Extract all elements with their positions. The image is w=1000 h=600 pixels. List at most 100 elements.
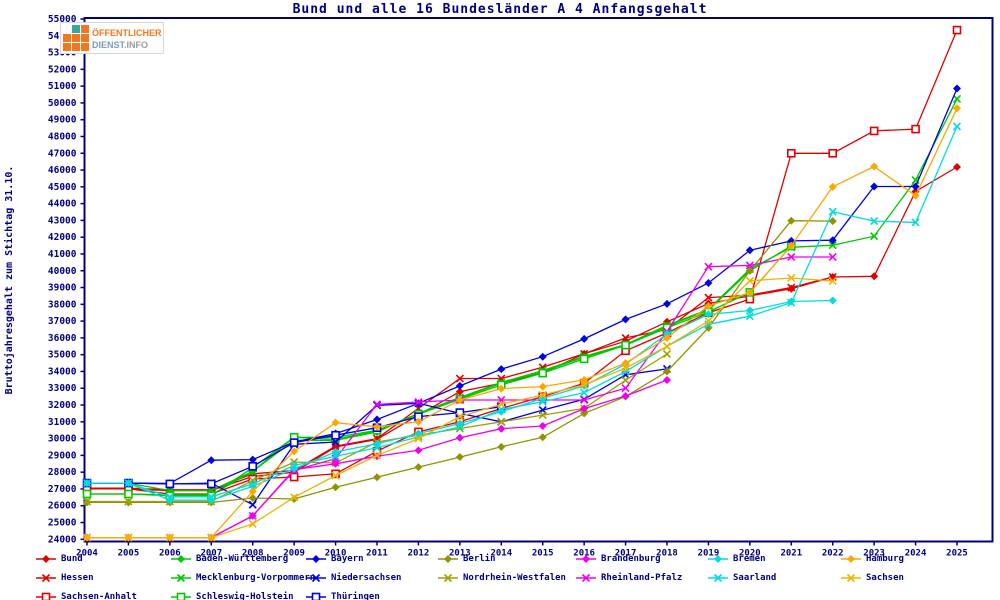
marker-x — [745, 312, 754, 321]
marker-square — [952, 25, 962, 35]
legend-x-marker — [311, 573, 321, 583]
marker-x — [455, 422, 464, 431]
marker-x — [580, 388, 589, 397]
marker-x — [621, 333, 630, 342]
legend-marker-icon — [708, 555, 728, 563]
marker-x — [787, 298, 796, 307]
legend-label: Niedersachsen — [331, 573, 402, 583]
y-tick-label: 38000 — [48, 299, 77, 310]
marker-diamond — [248, 455, 257, 464]
marker-x — [497, 400, 506, 409]
series-Saarland — [82, 122, 962, 501]
marker-diamond — [455, 433, 464, 442]
marker-diamond — [870, 162, 879, 171]
x-tick-label: 2023 — [863, 549, 885, 559]
marker-diamond — [331, 418, 340, 427]
y-tick-label: 51000 — [48, 81, 77, 92]
legend-label: Brandenburg — [601, 554, 661, 564]
marker-x — [248, 511, 257, 520]
oeffentlicher-dienst-info-logo: ÖFFENTLICHER DIENST.INFO — [60, 22, 164, 54]
marker-square — [206, 479, 216, 489]
legend-marker-icon — [306, 555, 326, 563]
series-line — [87, 126, 958, 498]
y-tick-label: 55000 — [48, 14, 77, 25]
marker-x — [207, 492, 216, 501]
legend-diamond-marker — [444, 555, 452, 563]
marker-x — [828, 252, 837, 262]
y-tick-label: 32000 — [48, 400, 77, 411]
marker-diamond — [953, 84, 961, 93]
marker-diamond — [828, 296, 837, 305]
marker-diamond — [745, 288, 754, 297]
marker-square — [828, 148, 838, 158]
y-tick-label: 25000 — [48, 518, 77, 529]
legend-item-Bremen: Bremen — [707, 553, 766, 565]
series-line — [87, 245, 792, 497]
legend-diamond-marker — [42, 555, 50, 563]
marker-x — [870, 232, 879, 241]
logo-orange-square-icon — [81, 25, 89, 33]
x-tick-label: 2016 — [573, 549, 595, 559]
chart-title: Bund und alle 16 Bundesländer A 4 Anfang… — [292, 2, 708, 17]
legend-diamond-marker — [847, 555, 855, 563]
x-tick-label: 2014 — [490, 549, 512, 559]
series-Bund — [83, 163, 961, 495]
marker-diamond — [455, 381, 464, 390]
y-tick-label: 30000 — [48, 434, 77, 445]
x-tick-label: 2025 — [946, 549, 968, 559]
legend-square-marker — [176, 592, 186, 600]
marker-diamond — [373, 415, 381, 424]
legend-label: Sachsen — [866, 573, 904, 583]
marker-x — [662, 342, 672, 351]
marker-x — [704, 293, 713, 302]
marker-x — [414, 397, 423, 407]
logo-orange-square-icon — [81, 34, 89, 42]
legend-x-marker — [581, 573, 591, 583]
legend-item-Bund: Bund — [35, 553, 83, 565]
series-Hamburg — [83, 104, 961, 542]
marker-x — [372, 400, 382, 409]
marker-square — [124, 489, 133, 499]
marker-diamond — [704, 310, 713, 319]
legend-label: Hamburg — [866, 554, 904, 564]
logo-squares-icon — [63, 25, 89, 51]
marker-diamond — [455, 395, 464, 404]
x-tick-label: 2018 — [656, 549, 678, 559]
marker-diamond — [248, 487, 257, 496]
marker-diamond — [497, 384, 506, 393]
marker-diamond — [497, 365, 506, 374]
y-tick-label: 33000 — [48, 383, 77, 394]
legend-item-Baden-Württemberg: Baden-Württemberg — [170, 553, 288, 565]
legend-diamond-marker — [714, 555, 722, 563]
marker-x — [828, 241, 837, 250]
x-tick-label: 2022 — [822, 549, 844, 559]
y-tick-label: 39000 — [48, 283, 77, 294]
marker-diamond — [828, 182, 837, 191]
marker-x — [580, 380, 589, 389]
y-tick-label: 52000 — [48, 64, 77, 75]
marker-x — [538, 411, 547, 420]
marker-x — [745, 276, 754, 285]
marker-x — [165, 492, 174, 501]
legend-label: Baden-Württemberg — [196, 554, 289, 564]
y-tick-label: 42000 — [48, 232, 77, 243]
legend-diamond-marker — [177, 555, 185, 563]
marker-x — [455, 374, 464, 383]
marker-square — [82, 489, 92, 499]
marker-diamond — [745, 266, 754, 275]
marker-diamond — [373, 473, 381, 482]
legend-label: Schleswig-Holstein — [196, 592, 294, 600]
marker-diamond — [414, 446, 423, 455]
legend-item-Berlin: Berlin — [437, 553, 496, 565]
series-Berlin — [83, 216, 837, 507]
marker-square — [248, 461, 258, 471]
series-line — [87, 98, 958, 492]
marker-x — [290, 493, 299, 502]
y-tick-label: 40000 — [48, 266, 77, 277]
legend-label: Nordrhein-Westfalen — [463, 573, 566, 583]
marker-x — [497, 417, 506, 426]
x-tick-label: 2012 — [408, 549, 430, 559]
legend-label: Mecklenburg-Vorpommern — [196, 573, 316, 583]
marker-square — [579, 354, 589, 364]
